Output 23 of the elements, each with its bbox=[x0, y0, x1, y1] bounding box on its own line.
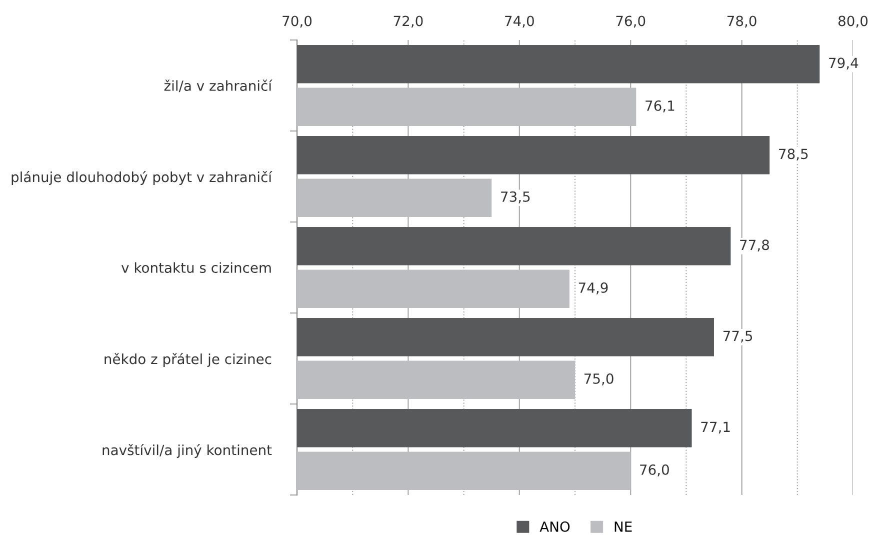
data-label: 74,9 bbox=[578, 282, 608, 294]
x-tick-label: 80,0 bbox=[838, 16, 868, 28]
data-label: 77,5 bbox=[723, 330, 752, 343]
y-tick-label: navštívil/a jiný kontinent bbox=[102, 444, 272, 458]
data-label: 76,0 bbox=[640, 464, 669, 476]
data-label: 76,1 bbox=[646, 100, 674, 112]
x-tick-label: 74,0 bbox=[505, 16, 534, 28]
y-tick-label: plánuje dlouhodobý pobyt v zahraničí bbox=[12, 170, 272, 185]
data-label: 73,5 bbox=[501, 191, 530, 204]
data-label: 77,8 bbox=[740, 240, 769, 252]
x-tick-label: 78,0 bbox=[727, 16, 756, 28]
y-tick-label: někdo z přátel je cizinec bbox=[104, 352, 272, 367]
x-tick-label: 72,0 bbox=[394, 16, 423, 28]
data-label: 75,0 bbox=[584, 373, 614, 386]
x-tick-label: 70,0 bbox=[282, 16, 312, 28]
legend-label: NE bbox=[614, 522, 632, 532]
y-tick-label: v kontaktu s cizincem bbox=[121, 262, 271, 273]
data-label: 79,4 bbox=[829, 58, 858, 70]
legend-label: ANO bbox=[540, 521, 570, 532]
data-label: 78,5 bbox=[779, 148, 808, 161]
data-label: 77,1 bbox=[701, 422, 730, 434]
x-tick-label: 76,0 bbox=[616, 16, 646, 28]
y-tick-label: žil/a v zahraničí bbox=[164, 80, 272, 92]
